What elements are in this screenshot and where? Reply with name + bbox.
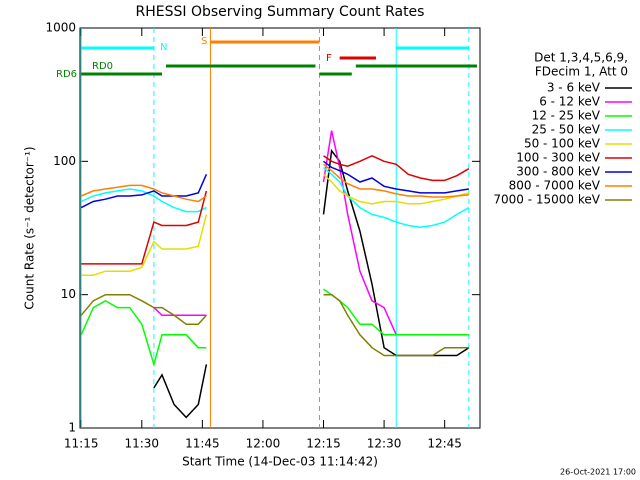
series-line [80, 293, 469, 357]
y-tick-label: 100 [53, 154, 76, 168]
legend-label: 100 - 300 keV [516, 151, 600, 165]
x-tick-label: 11:15 [64, 437, 99, 451]
legend-label: 300 - 800 keV [516, 165, 600, 179]
series-line [80, 160, 470, 209]
x-tick-label: 12:30 [367, 437, 402, 451]
annotation-label: F [326, 53, 332, 64]
series-line [80, 163, 469, 203]
x-tick-label: 12:00 [246, 437, 281, 451]
series-line [81, 154, 470, 265]
y-tick-label: 1 [68, 421, 76, 435]
x-tick-label: 11:30 [124, 437, 159, 451]
x-tick-label: 11:45 [185, 437, 220, 451]
y-tick-label: 1000 [45, 21, 76, 35]
y-axis-label: Count Rate (s⁻¹ detector⁻¹) [23, 146, 37, 309]
legend-label: 50 - 100 keV [524, 137, 601, 151]
series-line [153, 148, 470, 419]
legend-label: 6 - 12 keV [539, 95, 601, 109]
legend-label: 12 - 25 keV [532, 109, 601, 123]
legend-title: FDecim 1, Att 0 [535, 65, 628, 79]
plot-frame [79, 27, 481, 429]
x-tick-label: 12:15 [306, 437, 341, 451]
annotation-label: N [160, 42, 167, 53]
legend-label: 7000 - 15000 keV [493, 193, 600, 207]
annotation-label: S [201, 36, 207, 47]
legend-title: Det 1,3,4,5,6,9, [534, 51, 628, 65]
series-line [81, 173, 470, 276]
footer: 26-Oct-2021 17:00 [560, 468, 636, 477]
x-tick-label: 12:45 [427, 437, 462, 451]
x-axis-label: Start Time (14-Dec-03 11:14:42) [182, 455, 378, 469]
y-tick-label: 10 [61, 287, 76, 301]
annotation-label: RD6 [56, 69, 77, 80]
legend-label: 3 - 6 keV [547, 81, 601, 95]
legend-label: 800 - 7000 keV [509, 179, 601, 193]
chart-title: RHESSI Observing Summary Count Rates [136, 4, 425, 20]
legend-label: 25 - 50 keV [532, 123, 601, 137]
annotation-label: RD0 [92, 61, 113, 72]
